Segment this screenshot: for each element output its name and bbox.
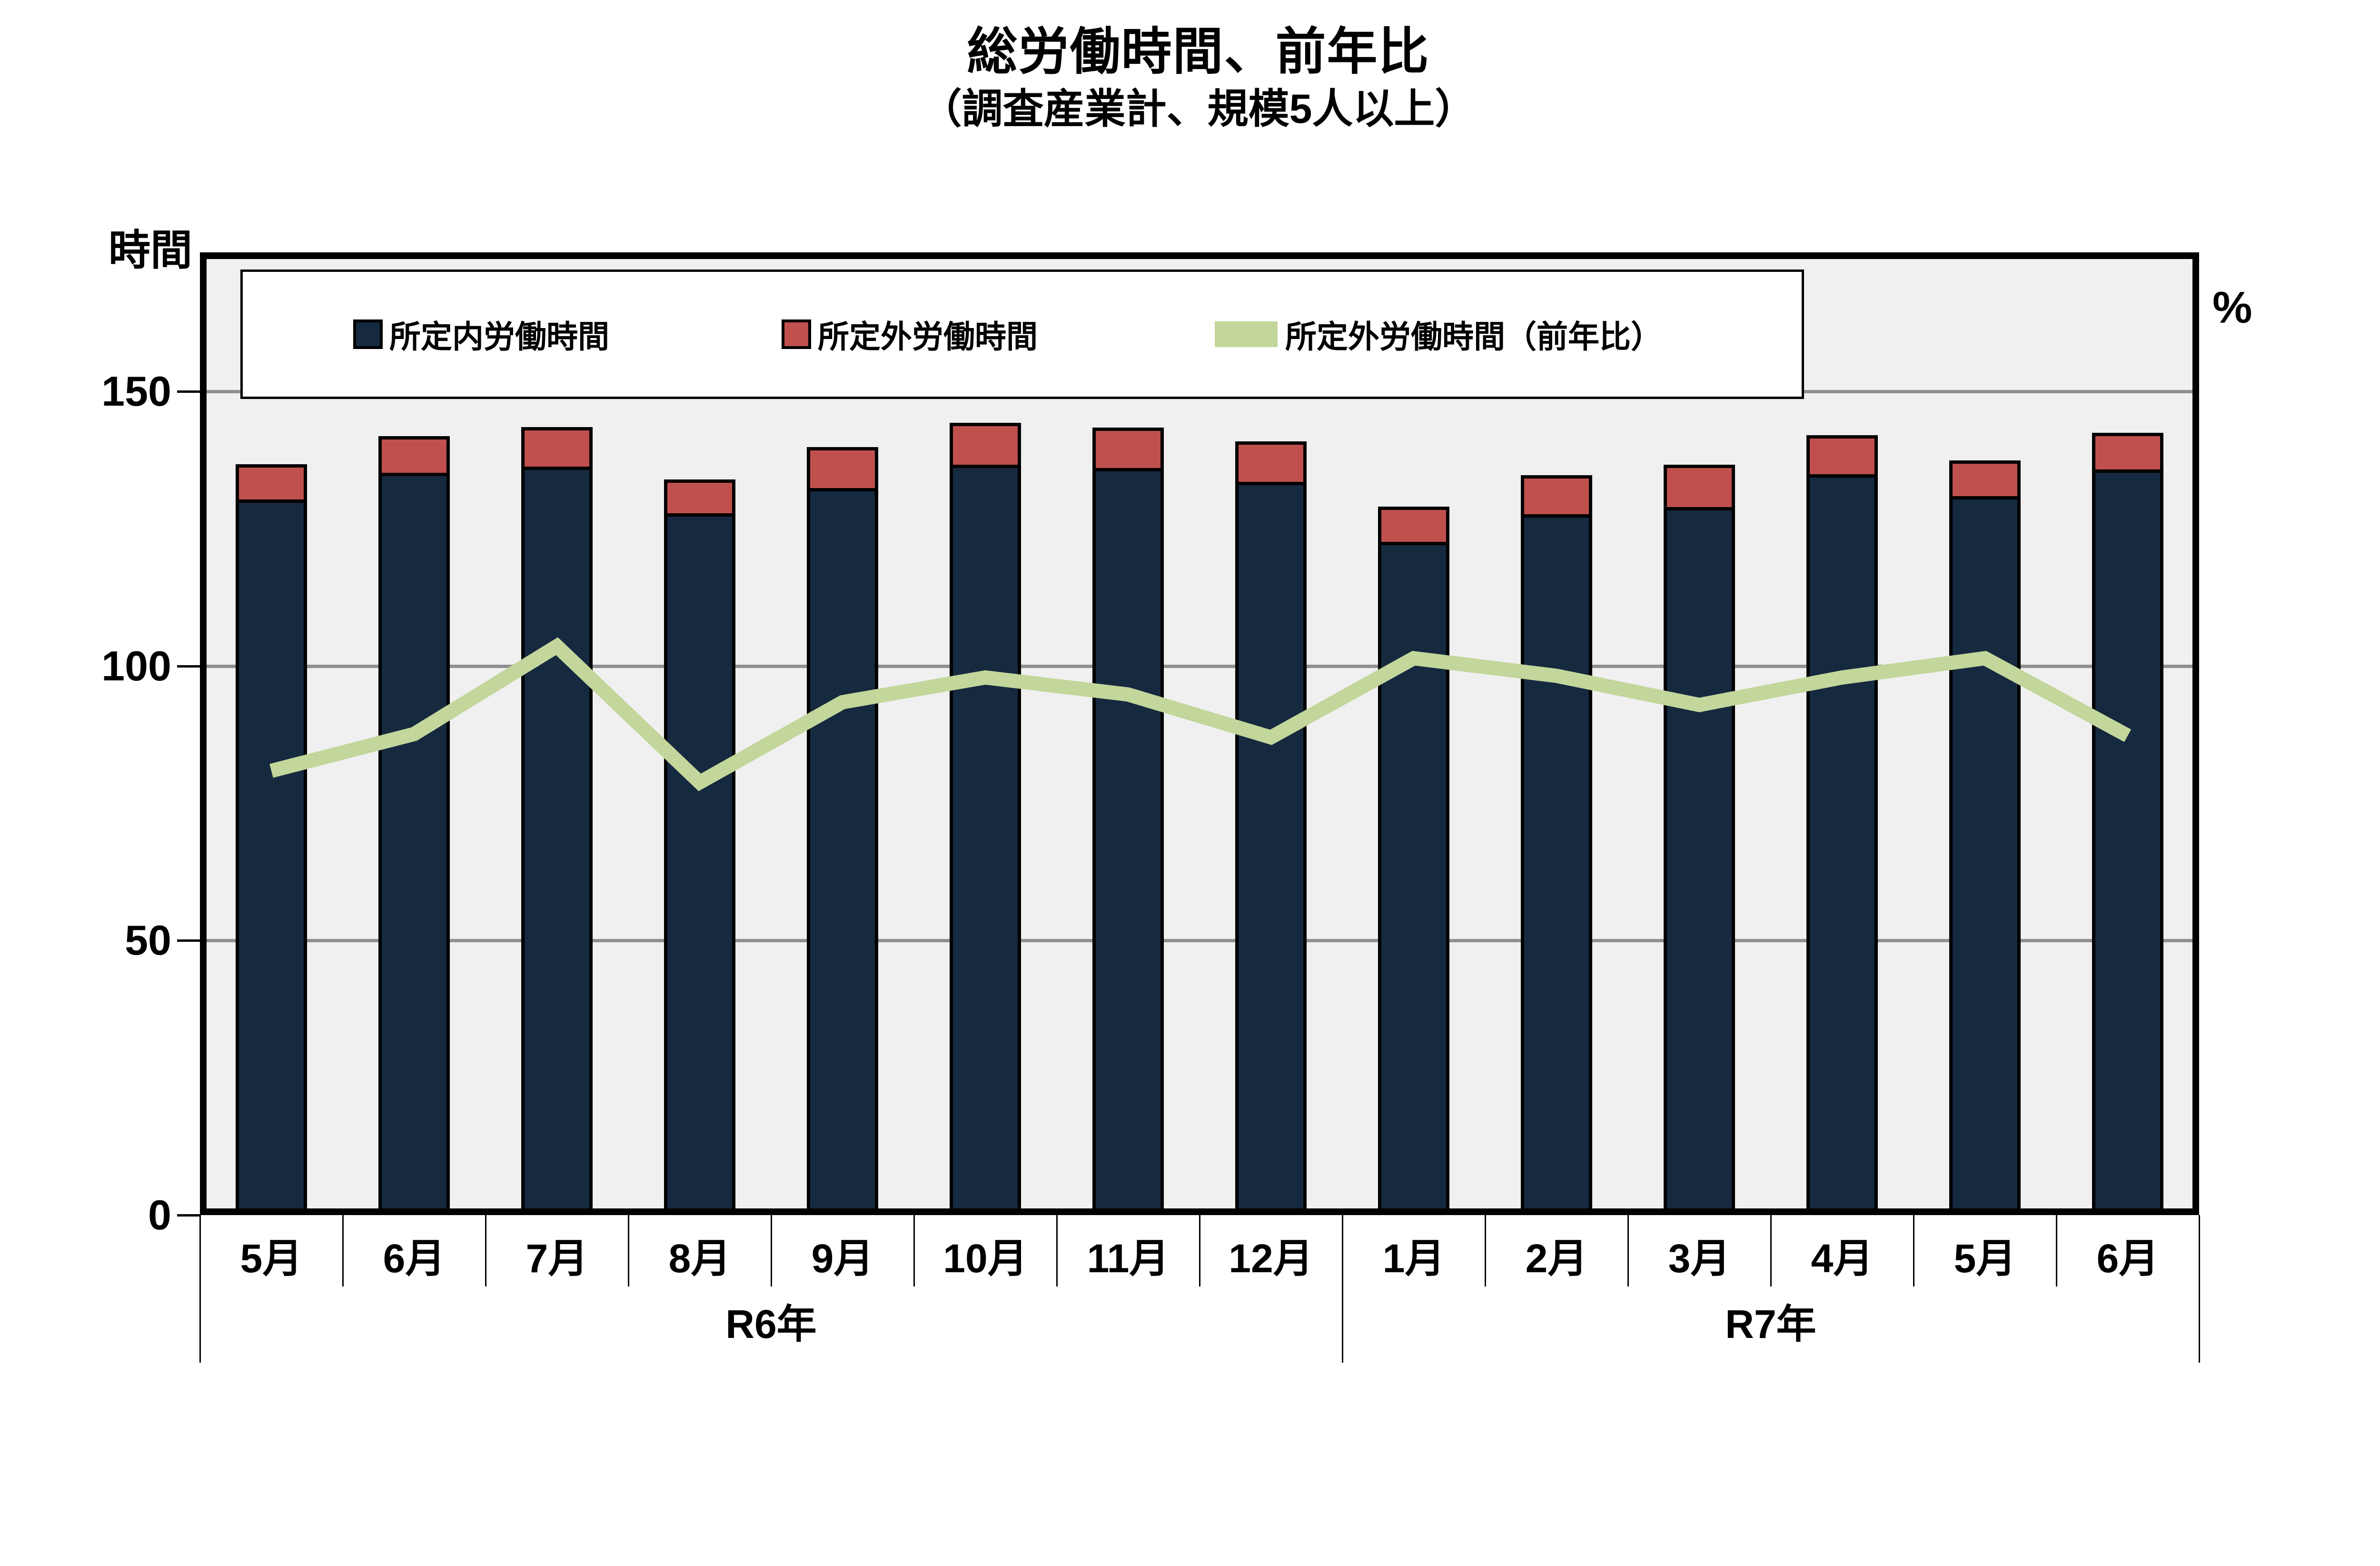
bar-overtime-hours-4月 [1806,435,1878,478]
month-separator-line [485,1215,486,1287]
legend-label-overtime-yoy: 所定外労働時間（前年比） [1285,319,1662,354]
month-label-r6-5月: 5月 [240,1236,303,1281]
month-label-r6-7月: 7月 [526,1236,588,1281]
legend-item-scheduled-hours: 所定内労働時間 [353,272,609,397]
month-label-r6-10月: 10月 [943,1236,1028,1281]
bar-overtime-hours-11月 [1092,428,1164,471]
plot-area [200,252,2199,1215]
month-separator-line [2056,1215,2057,1287]
legend-label-overtime-hours: 所定外労働時間 [818,319,1038,354]
left-axis-tick-label-0: 0 [148,1191,171,1238]
year-label-R7年: R7年 [1725,1302,1816,1347]
bar-overtime-hours-5月 [1949,460,2021,499]
bar-scheduled-hours-4月 [1806,478,1878,1215]
chart-title: 総労働時間、前年比 [967,24,1430,80]
month-label-r7-5月: 5月 [1954,1236,2016,1281]
overtime-hours-swatch-icon [782,319,811,349]
bar-overtime-hours-8月 [664,479,735,517]
month-label-r6-12月: 12月 [1229,1236,1313,1281]
bar-overtime-hours-7月 [521,427,593,470]
year-separator-line [199,1215,201,1363]
month-label-r7-6月: 6月 [2096,1236,2159,1281]
left-axis-tick-0 [177,1214,200,1217]
gridline-50 [200,939,2199,943]
month-separator-line [1913,1215,1914,1287]
month-separator-line [1199,1215,1200,1287]
left-axis-tick-150 [177,390,200,393]
month-separator-line [342,1215,344,1287]
bar-scheduled-hours-11月 [1092,471,1164,1215]
overtime-yoy-line [269,637,2132,791]
legend-label-scheduled-hours: 所定内労働時間 [389,319,609,354]
bar-scheduled-hours-12月 [1235,485,1307,1215]
month-label-r6-8月: 8月 [668,1236,731,1281]
month-separator-line [628,1215,629,1287]
month-separator-line [1627,1215,1629,1287]
bar-overtime-hours-5月 [236,464,307,503]
bar-scheduled-hours-3月 [1664,510,1735,1215]
left-axis-tick-100 [177,665,200,668]
bar-overtime-hours-1月 [1378,507,1449,545]
month-label-r7-4月: 4月 [1811,1236,1874,1281]
bar-overtime-hours-10月 [950,423,1021,468]
legend-item-overtime-hours: 所定外労働時間 [782,272,1038,397]
bar-scheduled-hours-10月 [950,468,1021,1215]
year-separator-line [1342,1215,1343,1363]
bar-scheduled-hours-8月 [664,517,735,1215]
bar-scheduled-hours-9月 [807,491,878,1215]
month-label-r6-9月: 9月 [811,1236,874,1281]
bar-scheduled-hours-2月 [1521,518,1592,1215]
month-separator-line [1056,1215,1058,1287]
bar-scheduled-hours-6月 [2092,473,2163,1215]
bar-scheduled-hours-5月 [236,503,307,1215]
legend: 所定内労働時間 所定外労働時間 所定外労働時間（前年比） [240,269,1804,399]
bar-overtime-hours-9月 [807,447,878,491]
year-label-R6年: R6年 [725,1302,817,1347]
legend-item-overtime-yoy-line: 所定外労働時間（前年比） [1215,272,1662,397]
scheduled-hours-swatch-icon [353,319,383,349]
month-label-r7-3月: 3月 [1668,1236,1731,1281]
bar-scheduled-hours-5月 [1949,499,2021,1215]
month-separator-line [913,1215,915,1287]
overtime-yoy-line-swatch-icon [1215,321,1278,347]
bar-overtime-hours-2月 [1521,475,1592,518]
month-separator-line [1770,1215,1772,1287]
bar-overtime-hours-3月 [1664,465,1735,510]
gridline-100 [200,664,2199,668]
month-separator-line [771,1215,772,1287]
year-separator-line [2199,1215,2200,1363]
left-axis-unit-label: 時間 [109,227,193,274]
month-label-r7-2月: 2月 [1525,1236,1588,1281]
bar-overtime-hours-12月 [1235,441,1307,485]
left-axis-tick-label-150: 150 [101,368,171,415]
month-label-r6-6月: 6月 [383,1236,446,1281]
right-axis-unit-label: % [2212,282,2252,332]
bar-overtime-hours-6月 [378,436,450,476]
bar-scheduled-hours-6月 [378,476,450,1215]
month-separator-line [1485,1215,1486,1287]
month-label-r6-11月: 11月 [1087,1236,1170,1281]
chart-subtitle: （調査産業計、規模5人以上） [921,86,1476,132]
bar-scheduled-hours-7月 [521,470,593,1215]
left-axis-tick-50 [177,939,200,942]
month-label-r7-1月: 1月 [1382,1236,1445,1281]
bar-overtime-hours-6月 [2092,433,2163,473]
left-axis-tick-label-100: 100 [101,642,171,689]
left-axis-tick-label-50: 50 [125,917,171,964]
